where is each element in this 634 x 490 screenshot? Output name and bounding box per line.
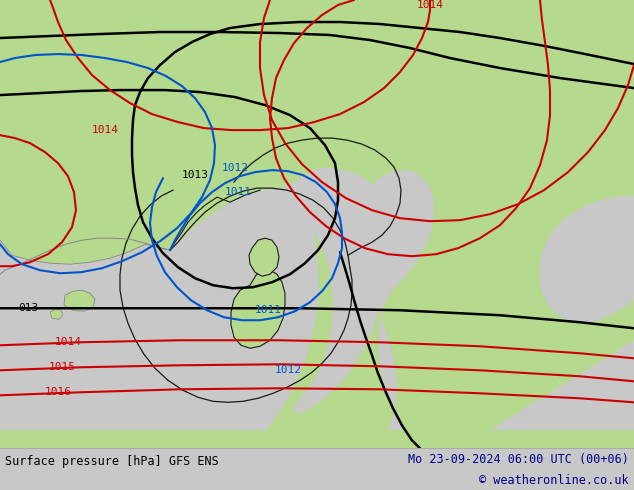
Text: 1014: 1014: [91, 125, 119, 135]
Polygon shape: [50, 309, 63, 319]
Polygon shape: [0, 430, 634, 448]
Text: 1015: 1015: [48, 362, 75, 372]
Text: Surface pressure [hPa] GFS ENS: Surface pressure [hPa] GFS ENS: [5, 455, 219, 468]
Text: 1016: 1016: [44, 387, 72, 397]
Polygon shape: [460, 196, 634, 448]
Text: 1012: 1012: [275, 365, 302, 375]
Text: 1013: 1013: [181, 170, 209, 180]
Text: © weatheronline.co.uk: © weatheronline.co.uk: [479, 474, 629, 487]
Polygon shape: [231, 270, 285, 348]
Text: 1014: 1014: [417, 0, 444, 10]
Text: 1012: 1012: [221, 163, 249, 173]
Polygon shape: [244, 168, 389, 415]
Polygon shape: [248, 170, 434, 448]
Text: 013: 013: [18, 303, 38, 313]
Polygon shape: [0, 188, 319, 448]
Polygon shape: [0, 0, 634, 448]
Text: 1011: 1011: [254, 305, 281, 315]
Text: 1011: 1011: [224, 187, 252, 197]
Polygon shape: [64, 290, 95, 311]
Polygon shape: [249, 238, 279, 276]
Text: 1014: 1014: [55, 337, 82, 347]
Text: Mo 23-09-2024 06:00 UTC (00+06): Mo 23-09-2024 06:00 UTC (00+06): [408, 453, 629, 466]
